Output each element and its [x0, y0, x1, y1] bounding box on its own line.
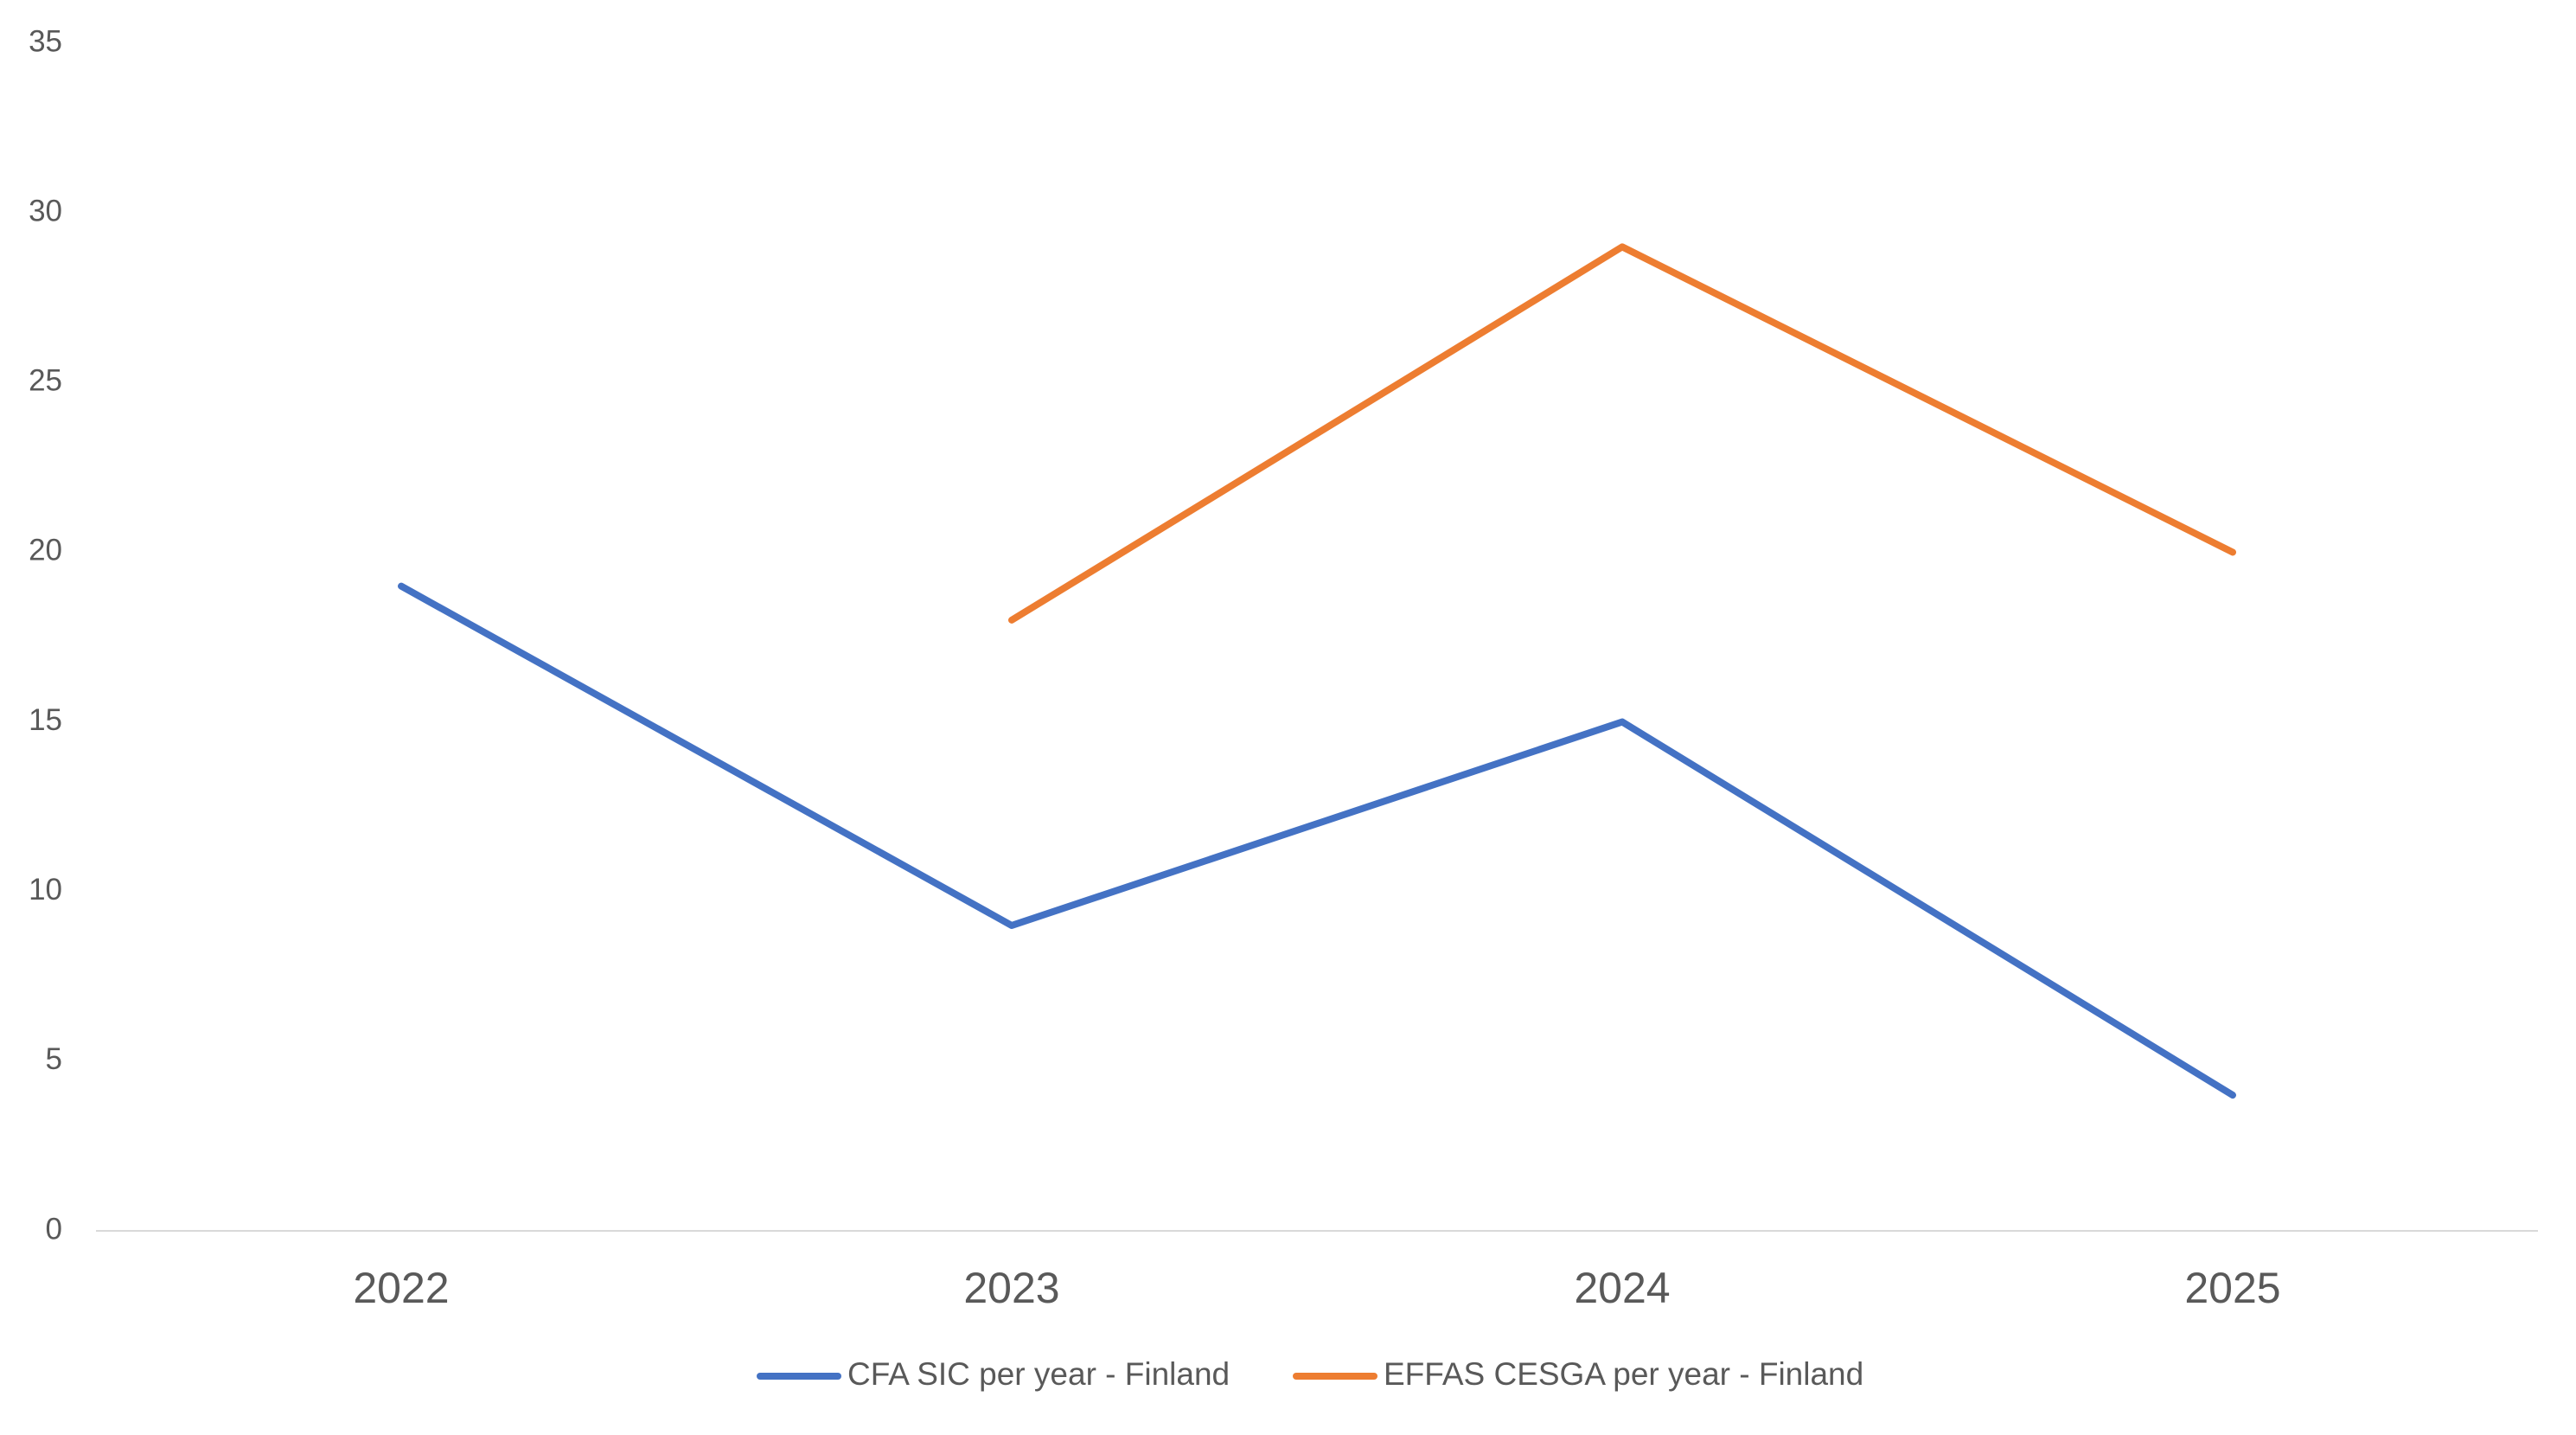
x-tick-label: 2022	[353, 1264, 449, 1312]
y-tick-label: 35	[29, 24, 62, 58]
y-tick-label: 25	[29, 364, 62, 398]
legend-label: CFA SIC per year - Finland	[847, 1356, 1230, 1392]
y-tick-label: 5	[46, 1042, 62, 1076]
series-line	[398, 582, 2236, 1099]
y-tick-label: 15	[29, 703, 62, 737]
y-tick-label: 0	[46, 1212, 62, 1246]
series-line	[1008, 243, 2236, 624]
x-tick-label: 2025	[2184, 1264, 2280, 1312]
x-tick-label: 2024	[1574, 1264, 1670, 1312]
y-tick-label: 20	[29, 534, 62, 567]
y-tick-label: 10	[29, 873, 62, 906]
legend-label: EFFAS CESGA per year - Finland	[1384, 1356, 1863, 1392]
x-tick-label: 2023	[963, 1264, 1059, 1312]
y-tick-label: 30	[29, 194, 62, 227]
